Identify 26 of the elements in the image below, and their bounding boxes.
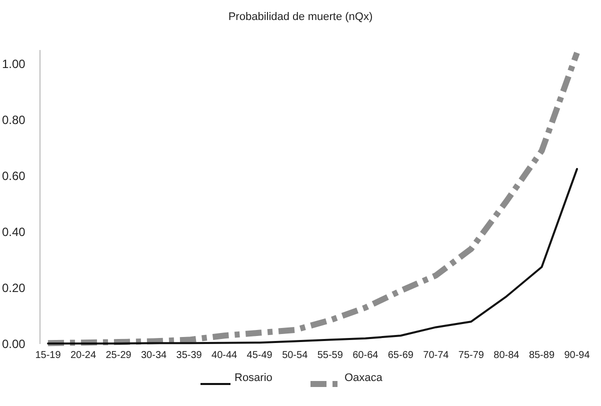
x-tick-label: 55-59	[317, 350, 344, 361]
x-tick-label: 65-69	[388, 350, 414, 361]
x-tick-label: 45-49	[246, 350, 273, 361]
y-tick-label: 0.80	[2, 113, 26, 128]
chart-title: Probabilidad de muerte (nQx)	[228, 11, 373, 23]
x-tick-label: 80-84	[494, 350, 520, 361]
y-tick-label: 0.60	[2, 169, 26, 184]
y-tick-label: 1.00	[2, 57, 26, 72]
legend-label: Rosario	[234, 372, 272, 384]
line-series	[47, 168, 578, 344]
x-tick-label: 40-44	[212, 350, 238, 361]
y-tick-label: 0.20	[2, 281, 26, 296]
x-tick-label: 50-54	[282, 350, 308, 361]
y-tick-label: 0.40	[2, 225, 26, 240]
x-tick-label: 70-74	[423, 350, 450, 361]
x-tick-label: 60-64	[352, 350, 379, 361]
legend-label: Oaxaca	[344, 372, 384, 384]
x-tick-label: 30-34	[141, 350, 168, 361]
y-tick-label: 0.00	[2, 337, 26, 352]
x-tick-label: 90-94	[564, 350, 590, 361]
x-tick-label: 20-24	[70, 350, 96, 361]
x-tick-label: 25-29	[106, 350, 132, 361]
x-tick-label: 85-89	[528, 350, 555, 361]
x-tick-label: 15-19	[35, 350, 62, 361]
x-tick-label: 35-39	[176, 350, 202, 361]
x-tick-label: 75-79	[458, 350, 484, 361]
